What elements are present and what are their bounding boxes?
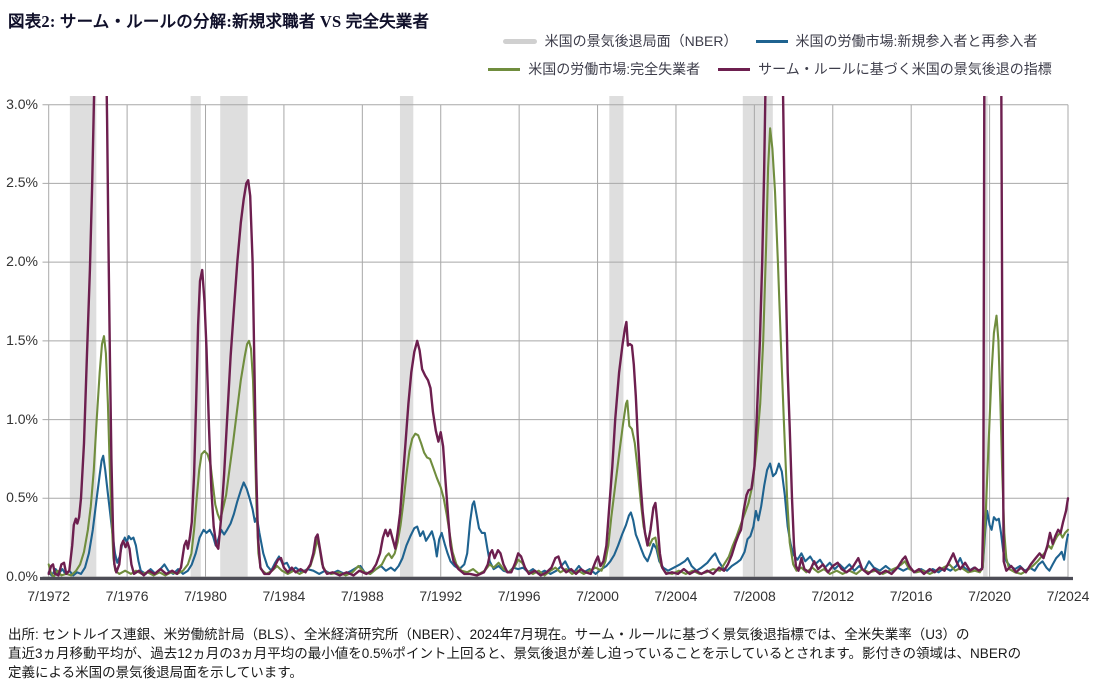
- legend-label-recession: 米国の景気後退局面（NBER）: [544, 33, 738, 49]
- page-title: 図表2: サーム・ルールの分解:新規求職者 VS 完全失業者: [8, 12, 430, 31]
- y-tick-label: 1.5%: [6, 331, 38, 348]
- legend-item-new-entrants: 米国の労働市場:新規参入者と再参入者: [755, 31, 1038, 51]
- y-tick-label: 0.5%: [6, 489, 38, 506]
- legend-item-recession: 米国の景気後退局面（NBER）: [502, 31, 738, 51]
- x-tick-label: 7/1976: [105, 588, 149, 604]
- x-tick-label: 7/1984: [262, 588, 306, 604]
- recession-band: [399, 96, 414, 577]
- series-line-1: [47, 127, 1070, 579]
- legend-label-sahm-indicator: サーム・ルールに基づく米国の景気後退の指標: [758, 61, 1052, 77]
- legend-label-new-entrants: 米国の労働市場:新規参入者と再参入者: [795, 33, 1038, 49]
- source-note-line-1: 出所: セントルイス連銀、米労働統計局（BLS）、全米経済研究所（NBER）、2…: [8, 627, 970, 642]
- source-note-line-3: 定義による米国の景気後退局面を示しています。: [8, 665, 303, 680]
- x-tick-label: 7/2024: [1046, 588, 1090, 604]
- x-tick-label: 7/2000: [576, 588, 619, 604]
- recession-band: [609, 96, 624, 577]
- y-tick-label: 1.0%: [6, 410, 38, 427]
- x-tick-label: 7/2004: [654, 588, 698, 604]
- source-note: 出所: セントルイス連銀、米労働統計局（BLS）、全米経済研究所（NBER）、2…: [8, 625, 1094, 682]
- legend-item-job-losers: 米国の労働市場:完全失業者: [488, 59, 700, 79]
- y-tick-label: 0.0%: [6, 568, 38, 584]
- y-tick-label: 2.5%: [6, 174, 38, 191]
- legend-label-job-losers: 米国の労働市場:完全失業者: [528, 61, 701, 77]
- x-tick-label: 7/1980: [184, 588, 227, 604]
- y-tick-label: 2.0%: [6, 253, 38, 270]
- legend-row-2: 米国の労働市場:完全失業者 サーム・ルールに基づく米国の景気後退の指標: [488, 59, 1052, 79]
- x-tick-label: 7/2016: [889, 588, 933, 604]
- chart-legend: 米国の景気後退局面（NBER） 米国の労働市場:新規参入者と再参入者 米国の労働…: [440, 31, 1100, 79]
- x-tick-label: 7/1992: [419, 588, 463, 604]
- legend-row-1: 米国の景気後退局面（NBER） 米国の労働市場:新規参入者と再参入者: [502, 31, 1038, 51]
- recession-band: [190, 96, 201, 577]
- sahm-indicator-line-swatch-icon: [718, 67, 751, 71]
- source-note-line-2: 直近3ヵ月移動平均が、過去12ヵ月の3ヵ月平均の最小値を0.5%ポイント上回ると…: [8, 646, 1022, 661]
- x-tick-label: 7/1972: [27, 588, 71, 604]
- x-tick-label: 7/2008: [732, 588, 776, 604]
- x-tick-label: 7/2020: [968, 588, 1011, 604]
- job-losers-line-swatch-icon: [488, 67, 521, 71]
- y-tick-label: 3.0%: [6, 95, 38, 112]
- x-tick-label: 7/1996: [497, 588, 541, 604]
- recession-band-swatch-icon: [502, 38, 537, 44]
- x-tick-label: 7/1988: [340, 588, 384, 604]
- legend-item-sahm-indicator: サーム・ルールに基づく米国の景気後退の指標: [718, 59, 1052, 79]
- x-tick-label: 7/2012: [811, 588, 855, 604]
- series-line-2: [47, 96, 1070, 577]
- new-entrants-line-swatch-icon: [755, 39, 788, 43]
- recession-band: [983, 96, 988, 577]
